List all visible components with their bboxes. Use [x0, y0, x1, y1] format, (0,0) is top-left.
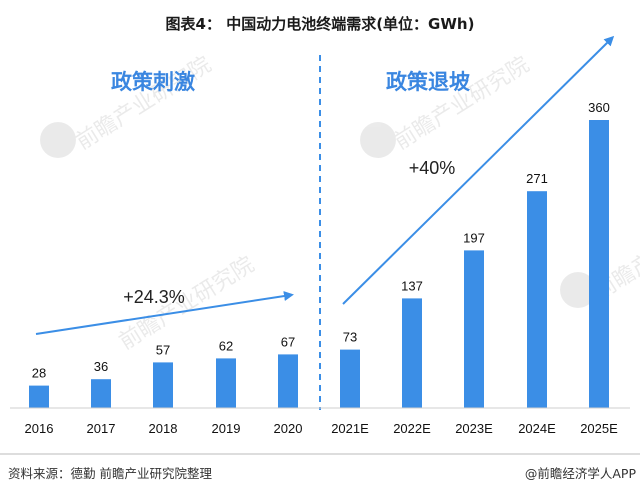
growth-arrow-phaseout	[342, 35, 615, 305]
watermark-logo-icon	[40, 122, 596, 308]
bar-2016	[29, 385, 49, 408]
value-label-2016: 28	[32, 366, 46, 381]
x-tick-label-2020: 2020	[274, 421, 303, 436]
x-tick-labels-group: 2016 2017 2018 2019 2020 2021E 2022E 2023E 2024E…	[25, 421, 619, 436]
x-tick-label-2018: 2018	[149, 421, 178, 436]
section-label-stimulus: 政策刺激	[111, 70, 195, 94]
value-labels-group: 28 36 57 62 67 73 137 197 271 360	[32, 100, 610, 381]
value-label-2017: 36	[94, 359, 108, 374]
bar-2020	[278, 354, 298, 408]
x-tick-label-2017: 2017	[87, 421, 116, 436]
bar-2017	[91, 379, 111, 408]
bar-2019	[216, 358, 236, 408]
bars-group	[29, 120, 609, 408]
section-label-phaseout: 政策退坡	[386, 70, 470, 94]
value-label-2022E: 137	[401, 278, 423, 293]
value-label-2019: 62	[219, 338, 233, 353]
footer-source: 资料来源：德勤 前瞻产业研究院整理	[8, 466, 212, 481]
bar-2022E	[402, 298, 422, 408]
x-tick-label-2022E: 2022E	[393, 421, 431, 436]
bar-2018	[153, 362, 173, 408]
watermark-group: 前瞻产业研究院 前瞻产业研究院 前瞻产业研究院 前瞻产业研究院	[40, 52, 640, 355]
bar-2021E	[340, 349, 360, 408]
value-label-2021E: 73	[343, 330, 357, 345]
growth-arrow-stimulus	[35, 291, 294, 335]
value-label-2018: 57	[156, 342, 170, 357]
value-label-2025E: 360	[588, 100, 610, 115]
chart-title: 图表4： 中国动力电池终端需求(单位：GWh)	[166, 15, 475, 33]
bar-2023E	[464, 250, 484, 408]
x-tick-label-2016: 2016	[25, 421, 54, 436]
x-tick-label-2019: 2019	[212, 421, 241, 436]
x-tick-label-2025E: 2025E	[580, 421, 618, 436]
x-tick-label-2021E: 2021E	[331, 421, 369, 436]
watermark-text: 前瞻产业研究院	[72, 52, 216, 155]
x-tick-label-2024E: 2024E	[518, 421, 556, 436]
watermark-text: 前瞻产业研究院	[390, 52, 534, 155]
growth-label-stimulus: +24.3%	[123, 287, 185, 307]
x-tick-label-2023E: 2023E	[455, 421, 493, 436]
value-label-2024E: 271	[526, 171, 548, 186]
growth-label-phaseout: +40%	[409, 158, 456, 178]
value-label-2020: 67	[281, 334, 295, 349]
value-label-2023E: 197	[463, 230, 485, 245]
footer-brand: @前瞻经济学人APP	[525, 466, 637, 481]
bar-2024E	[527, 191, 547, 408]
bar-2025E	[589, 120, 609, 408]
